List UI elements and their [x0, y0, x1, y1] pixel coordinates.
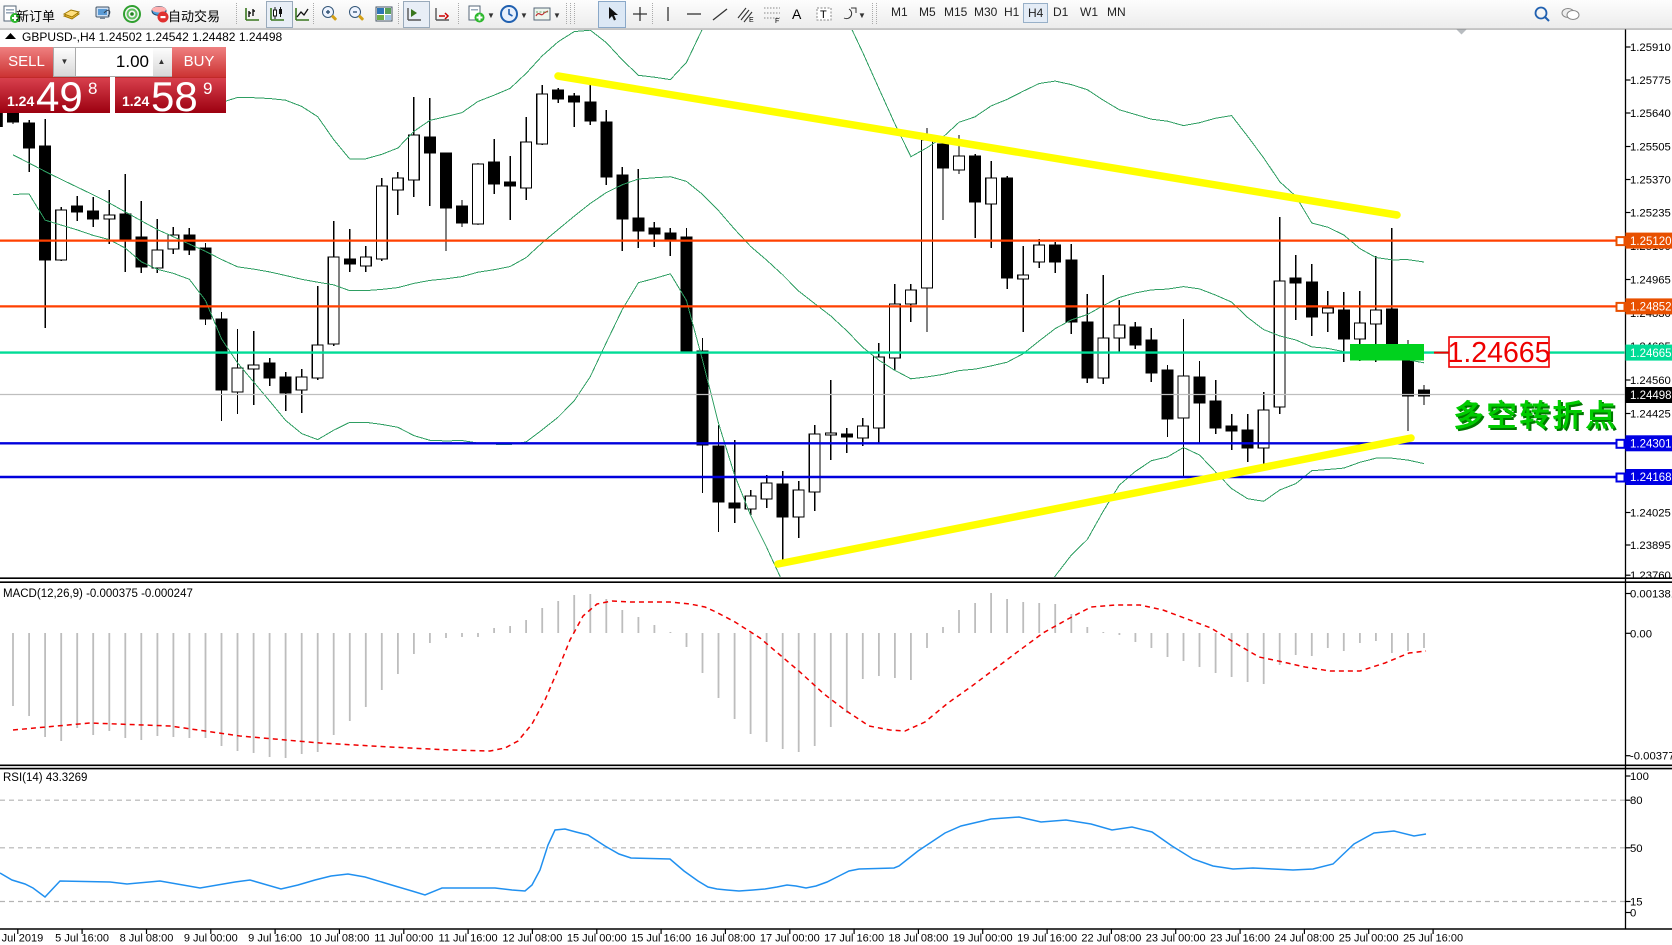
svg-text:0.001381: 0.001381 — [1630, 589, 1672, 601]
svg-text:A: A — [792, 6, 802, 22]
svg-text:0.00: 0.00 — [1630, 628, 1652, 640]
svg-text:11 Jul 16:00: 11 Jul 16:00 — [439, 933, 498, 945]
svg-text:0: 0 — [1630, 908, 1636, 920]
svg-text:15: 15 — [1630, 897, 1643, 909]
svg-text:25 Jul 16:00: 25 Jul 16:00 — [1403, 933, 1463, 945]
svg-text:1.24560: 1.24560 — [1630, 375, 1671, 387]
svg-text:25 Jul 00:00: 25 Jul 00:00 — [1339, 933, 1399, 945]
svg-text:18 Jul 08:00: 18 Jul 08:00 — [888, 933, 948, 945]
svg-text:1.24498: 1.24498 — [1630, 390, 1672, 402]
svg-text:T: T — [820, 9, 827, 21]
svg-text:80: 80 — [1630, 795, 1643, 807]
svg-text:1.25120: 1.25120 — [1630, 236, 1672, 248]
svg-text:24 Jul 08:00: 24 Jul 08:00 — [1274, 933, 1334, 945]
svg-text:GBPUSD-,H4 1.24502 1.24542 1.: GBPUSD-,H4 1.24502 1.24542 1.24482 1.244… — [22, 30, 283, 44]
svg-text:1.25370: 1.25370 — [1630, 175, 1671, 187]
svg-text:1.24852: 1.24852 — [1630, 302, 1672, 314]
svg-text:1.25775: 1.25775 — [1630, 75, 1671, 87]
svg-text:11 Jul 00:00: 11 Jul 00:00 — [374, 933, 433, 945]
svg-text:1.24665: 1.24665 — [1447, 337, 1550, 369]
svg-text:1.24025: 1.24025 — [1630, 508, 1671, 520]
svg-text:1.24425: 1.24425 — [1630, 409, 1671, 421]
svg-text:23 Jul 16:00: 23 Jul 16:00 — [1210, 933, 1270, 945]
svg-text:17 Jul 16:00: 17 Jul 16:00 — [824, 933, 884, 945]
svg-text:E: E — [749, 17, 754, 24]
svg-text:15 Jul 16:00: 15 Jul 16:00 — [631, 933, 691, 945]
svg-text:16 Jul 08:00: 16 Jul 08:00 — [695, 933, 755, 945]
svg-text:100: 100 — [1630, 771, 1649, 783]
svg-text:23 Jul 00:00: 23 Jul 00:00 — [1146, 933, 1206, 945]
svg-text:15 Jul 00:00: 15 Jul 00:00 — [567, 933, 627, 945]
svg-text:1.24168: 1.24168 — [1630, 472, 1672, 484]
svg-text:9 Jul 16:00: 9 Jul 16:00 — [248, 933, 302, 945]
svg-text:1.24965: 1.24965 — [1630, 275, 1671, 287]
svg-text:50: 50 — [1630, 843, 1643, 855]
svg-text:17 Jul 00:00: 17 Jul 00:00 — [760, 933, 820, 945]
svg-text:1.23895: 1.23895 — [1630, 540, 1671, 552]
svg-text:1.25640: 1.25640 — [1630, 108, 1671, 120]
svg-text:19 Jul 00:00: 19 Jul 00:00 — [953, 933, 1013, 945]
svg-text:22 Jul 08:00: 22 Jul 08:00 — [1081, 933, 1141, 945]
svg-text:8 Jul 08:00: 8 Jul 08:00 — [120, 933, 174, 945]
svg-text:5 Jul 2019: 5 Jul 2019 — [0, 933, 43, 945]
svg-text:1.25505: 1.25505 — [1630, 142, 1671, 154]
svg-text:1.25910: 1.25910 — [1630, 42, 1671, 54]
svg-text:10 Jul 08:00: 10 Jul 08:00 — [309, 933, 369, 945]
svg-text:多空转折点多空转折点: 多空转折点多空转折点 — [1454, 400, 1621, 435]
svg-text:MACD(12,26,9) -0.000375 -0.000: MACD(12,26,9) -0.000375 -0.000247 — [3, 588, 193, 600]
svg-text:12 Jul 08:00: 12 Jul 08:00 — [502, 933, 562, 945]
svg-text:RSI(14) 43.3269: RSI(14) 43.3269 — [3, 772, 87, 784]
svg-text:19 Jul 16:00: 19 Jul 16:00 — [1017, 933, 1077, 945]
svg-text:1.24665: 1.24665 — [1630, 348, 1672, 360]
svg-text:5 Jul 16:00: 5 Jul 16:00 — [55, 933, 109, 945]
svg-text:F: F — [775, 18, 779, 24]
svg-text:1.24301: 1.24301 — [1630, 439, 1672, 451]
svg-text:1.23760: 1.23760 — [1630, 570, 1671, 582]
svg-text:9 Jul 00:00: 9 Jul 00:00 — [184, 933, 238, 945]
svg-text:1.25235: 1.25235 — [1630, 208, 1671, 220]
